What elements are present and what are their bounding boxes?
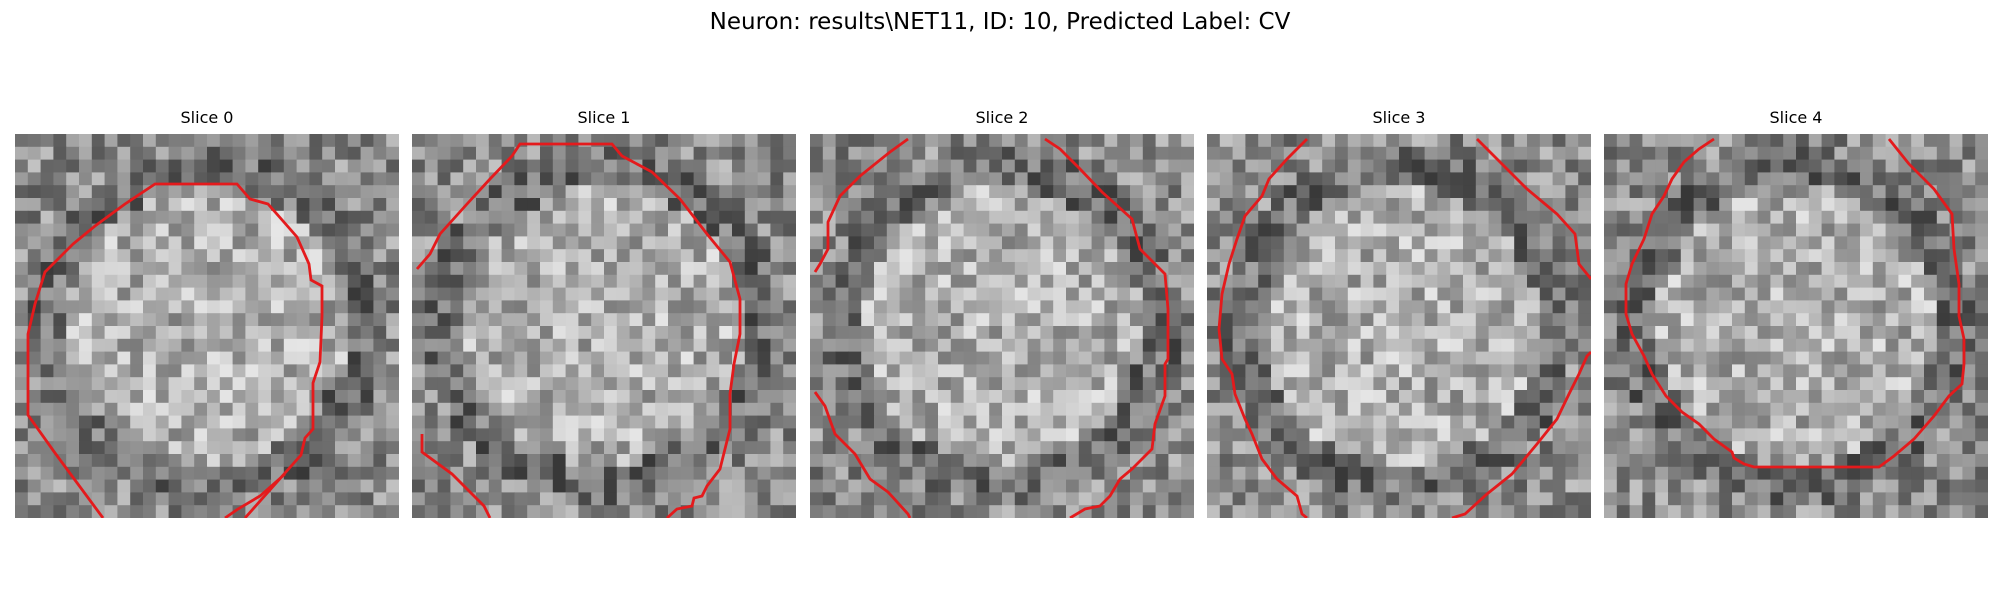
em-slice-image — [412, 134, 796, 518]
em-slice-image — [1604, 134, 1988, 518]
slice-image — [412, 134, 796, 518]
slice-image — [1604, 134, 1988, 518]
em-slice-image — [1207, 134, 1591, 518]
slice-panel-0: Slice 0 — [15, 108, 399, 132]
slice-title: Slice 3 — [1207, 108, 1591, 132]
slice-panel-2: Slice 2 — [810, 108, 1194, 132]
slice-panel-4: Slice 4 — [1604, 108, 1988, 132]
slice-title: Slice 4 — [1604, 108, 1988, 132]
slice-image — [15, 134, 399, 518]
em-slice-image — [810, 134, 1194, 518]
figure-title: Neuron: results\NET11, ID: 10, Predicted… — [0, 8, 2000, 36]
slice-title: Slice 2 — [810, 108, 1194, 132]
slice-image — [810, 134, 1194, 518]
slice-image — [1207, 134, 1591, 518]
slice-panel-3: Slice 3 — [1207, 108, 1591, 132]
slice-title: Slice 0 — [15, 108, 399, 132]
em-slice-image — [15, 134, 399, 518]
slice-panel-1: Slice 1 — [412, 108, 796, 132]
slice-title: Slice 1 — [412, 108, 796, 132]
